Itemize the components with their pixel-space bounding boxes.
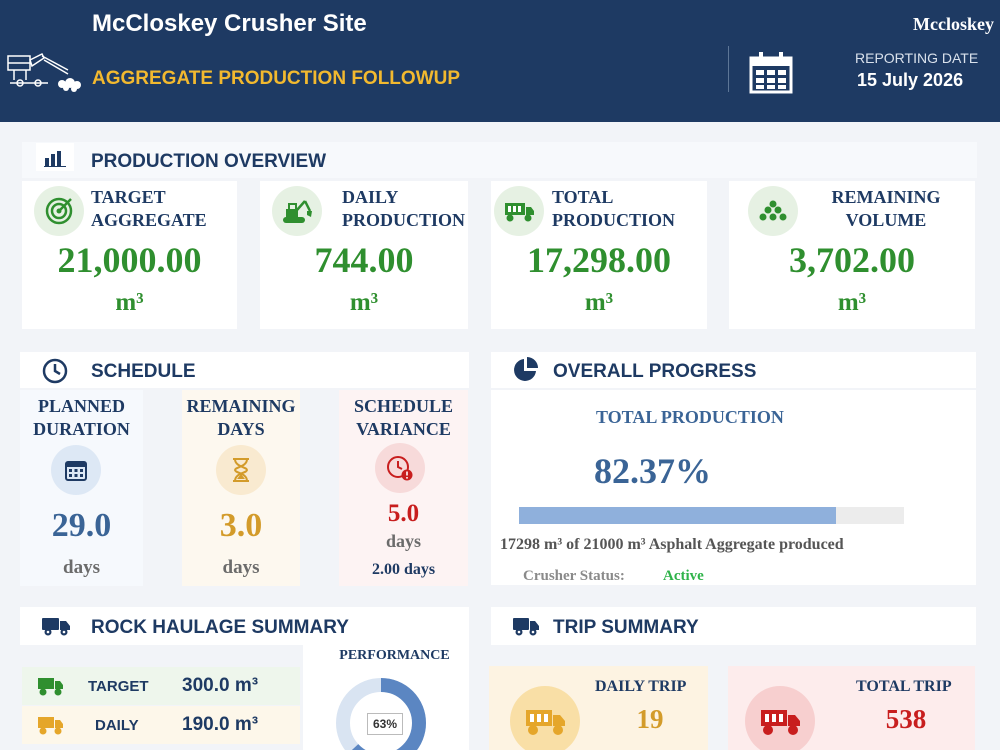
kpi-label: TOTAL PRODUCTION xyxy=(552,187,676,230)
trip-value: 19 xyxy=(636,704,664,734)
performance-donut xyxy=(336,678,426,750)
section-title-overall-progress: OVERALL PROGRESS xyxy=(553,361,757,382)
dump-truck-icon xyxy=(745,686,815,750)
overall-progress-header xyxy=(491,352,976,388)
trip-summary-header xyxy=(491,607,976,645)
dashboard-subtitle: AGGREGATE PRODUCTION FOLLOWUP xyxy=(92,68,461,89)
reporting-date-label: REPORTING DATE xyxy=(855,50,979,66)
clock-icon xyxy=(42,358,68,389)
schedule-card-variance: SCHEDULE VARIANCE 5.0 days 2.00 days xyxy=(339,390,468,586)
kpi-card-remaining-volume: REMAINING VOLUME 3,702.00 m³ xyxy=(729,181,975,329)
schedule-variance-detail: 2.00 days xyxy=(371,561,436,578)
kpi-unit: m³ xyxy=(115,289,144,316)
kpi-value: 17,298.00 xyxy=(527,240,671,280)
kpi-label: TARGET AGGREGATE xyxy=(91,187,207,230)
schedule-label: SCHEDULE VARIANCE xyxy=(353,396,454,439)
calendar-icon xyxy=(51,445,101,495)
section-title-production-overview: PRODUCTION OVERVIEW xyxy=(91,151,327,172)
dump-truck-icon xyxy=(36,714,64,741)
bar-chart-icon xyxy=(36,143,74,171)
clock-alert-icon xyxy=(375,443,425,493)
progress-label: TOTAL PRODUCTION xyxy=(596,407,784,427)
reporting-date: 15 July 2026 xyxy=(857,70,964,90)
production-overview-header xyxy=(22,142,977,178)
schedule-unit: days xyxy=(222,557,260,578)
progress-percent: 82.37% xyxy=(594,451,711,491)
crusher-status-value: Active xyxy=(663,568,704,584)
overall-progress-panel: TOTAL PRODUCTION 82.37% 17298 m³ of 2100… xyxy=(491,390,976,585)
progress-description: 17298 m³ of 21000 m³ Asphalt Aggregate p… xyxy=(500,536,844,553)
crusher-logo-icon xyxy=(4,50,84,97)
kpi-card-daily-production: DAILY PRODUCTION 744.00 m³ xyxy=(260,181,468,329)
performance-label: PERFORMANCE xyxy=(339,648,450,663)
site-title: McCloskey Crusher Site xyxy=(92,10,367,37)
haulage-row-label: DAILY xyxy=(95,717,139,734)
kpi-value: 21,000.00 xyxy=(57,240,202,280)
schedule-unit: days xyxy=(385,531,421,551)
section-title-rock-haulage: ROCK HAULAGE SUMMARY xyxy=(91,617,349,638)
haulage-row-target: TARGET 300.0 m³ xyxy=(22,667,300,705)
kpi-label: REMAINING VOLUME xyxy=(831,187,941,230)
rock-haulage-header xyxy=(20,607,469,645)
truck-icon xyxy=(41,615,71,642)
kpi-card-total-production: TOTAL PRODUCTION 17,298.00 m³ xyxy=(491,181,707,329)
schedule-value: 29.0 xyxy=(51,507,112,544)
section-title-schedule: SCHEDULE xyxy=(91,361,196,382)
performance-percent: 63% xyxy=(367,713,403,735)
kpi-unit: m³ xyxy=(837,289,867,316)
haulage-row-value: 300.0 m³ xyxy=(182,675,259,696)
dump-truck-icon xyxy=(36,675,64,702)
kpi-unit: m³ xyxy=(349,289,379,316)
section-title-trip-summary: TRIP SUMMARY xyxy=(553,617,699,638)
dump-truck-icon xyxy=(494,186,544,236)
performance-panel: PERFORMANCE 63% xyxy=(303,645,469,750)
haulage-row-daily: DAILY 190.0 m³ xyxy=(22,706,300,744)
schedule-label: REMAINING DAYS xyxy=(186,396,296,439)
trip-card-total: TOTAL TRIP 538 xyxy=(728,666,975,750)
schedule-card-planned: PLANNED DURATION 29.0 days xyxy=(20,390,143,586)
stockpile-icon xyxy=(748,186,798,236)
calendar-icon xyxy=(749,50,793,99)
company-name: Mccloskey xyxy=(913,14,994,34)
kpi-label: DAILY PRODUCTION xyxy=(342,187,466,230)
trip-label: DAILY TRIP xyxy=(595,678,687,695)
target-icon xyxy=(34,186,84,236)
kpi-value: 744.00 xyxy=(314,240,414,280)
crusher-status-label: Crusher Status: xyxy=(523,568,625,584)
schedule-unit: days xyxy=(63,557,100,578)
header-divider xyxy=(728,46,729,92)
dump-truck-icon xyxy=(510,686,580,750)
kpi-card-target-aggregate: TARGET AGGREGATE 21,000.00 m³ xyxy=(22,181,237,329)
haulage-row-label: TARGET xyxy=(88,678,149,695)
progress-bar-track xyxy=(519,507,904,524)
trip-card-daily: DAILY TRIP 19 xyxy=(489,666,708,750)
schedule-header xyxy=(20,352,469,388)
trip-label: TOTAL TRIP xyxy=(856,678,952,695)
donut-fill xyxy=(336,678,426,750)
haulage-row-value: 190.0 m³ xyxy=(182,714,259,735)
pie-chart-icon xyxy=(512,357,538,388)
excavator-icon xyxy=(272,186,322,236)
schedule-value: 3.0 xyxy=(219,507,263,544)
schedule-value: 5.0 xyxy=(387,500,420,527)
truck-icon xyxy=(512,615,540,642)
kpi-value: 3,702.00 xyxy=(789,240,915,280)
schedule-label: PLANNED DURATION xyxy=(33,396,130,439)
hourglass-icon xyxy=(216,445,266,495)
schedule-card-remaining: REMAINING DAYS 3.0 days xyxy=(182,390,300,586)
trip-value: 538 xyxy=(885,704,927,734)
progress-bar-fill xyxy=(519,507,837,524)
kpi-unit: m³ xyxy=(584,289,614,316)
header-bar xyxy=(0,0,1000,122)
